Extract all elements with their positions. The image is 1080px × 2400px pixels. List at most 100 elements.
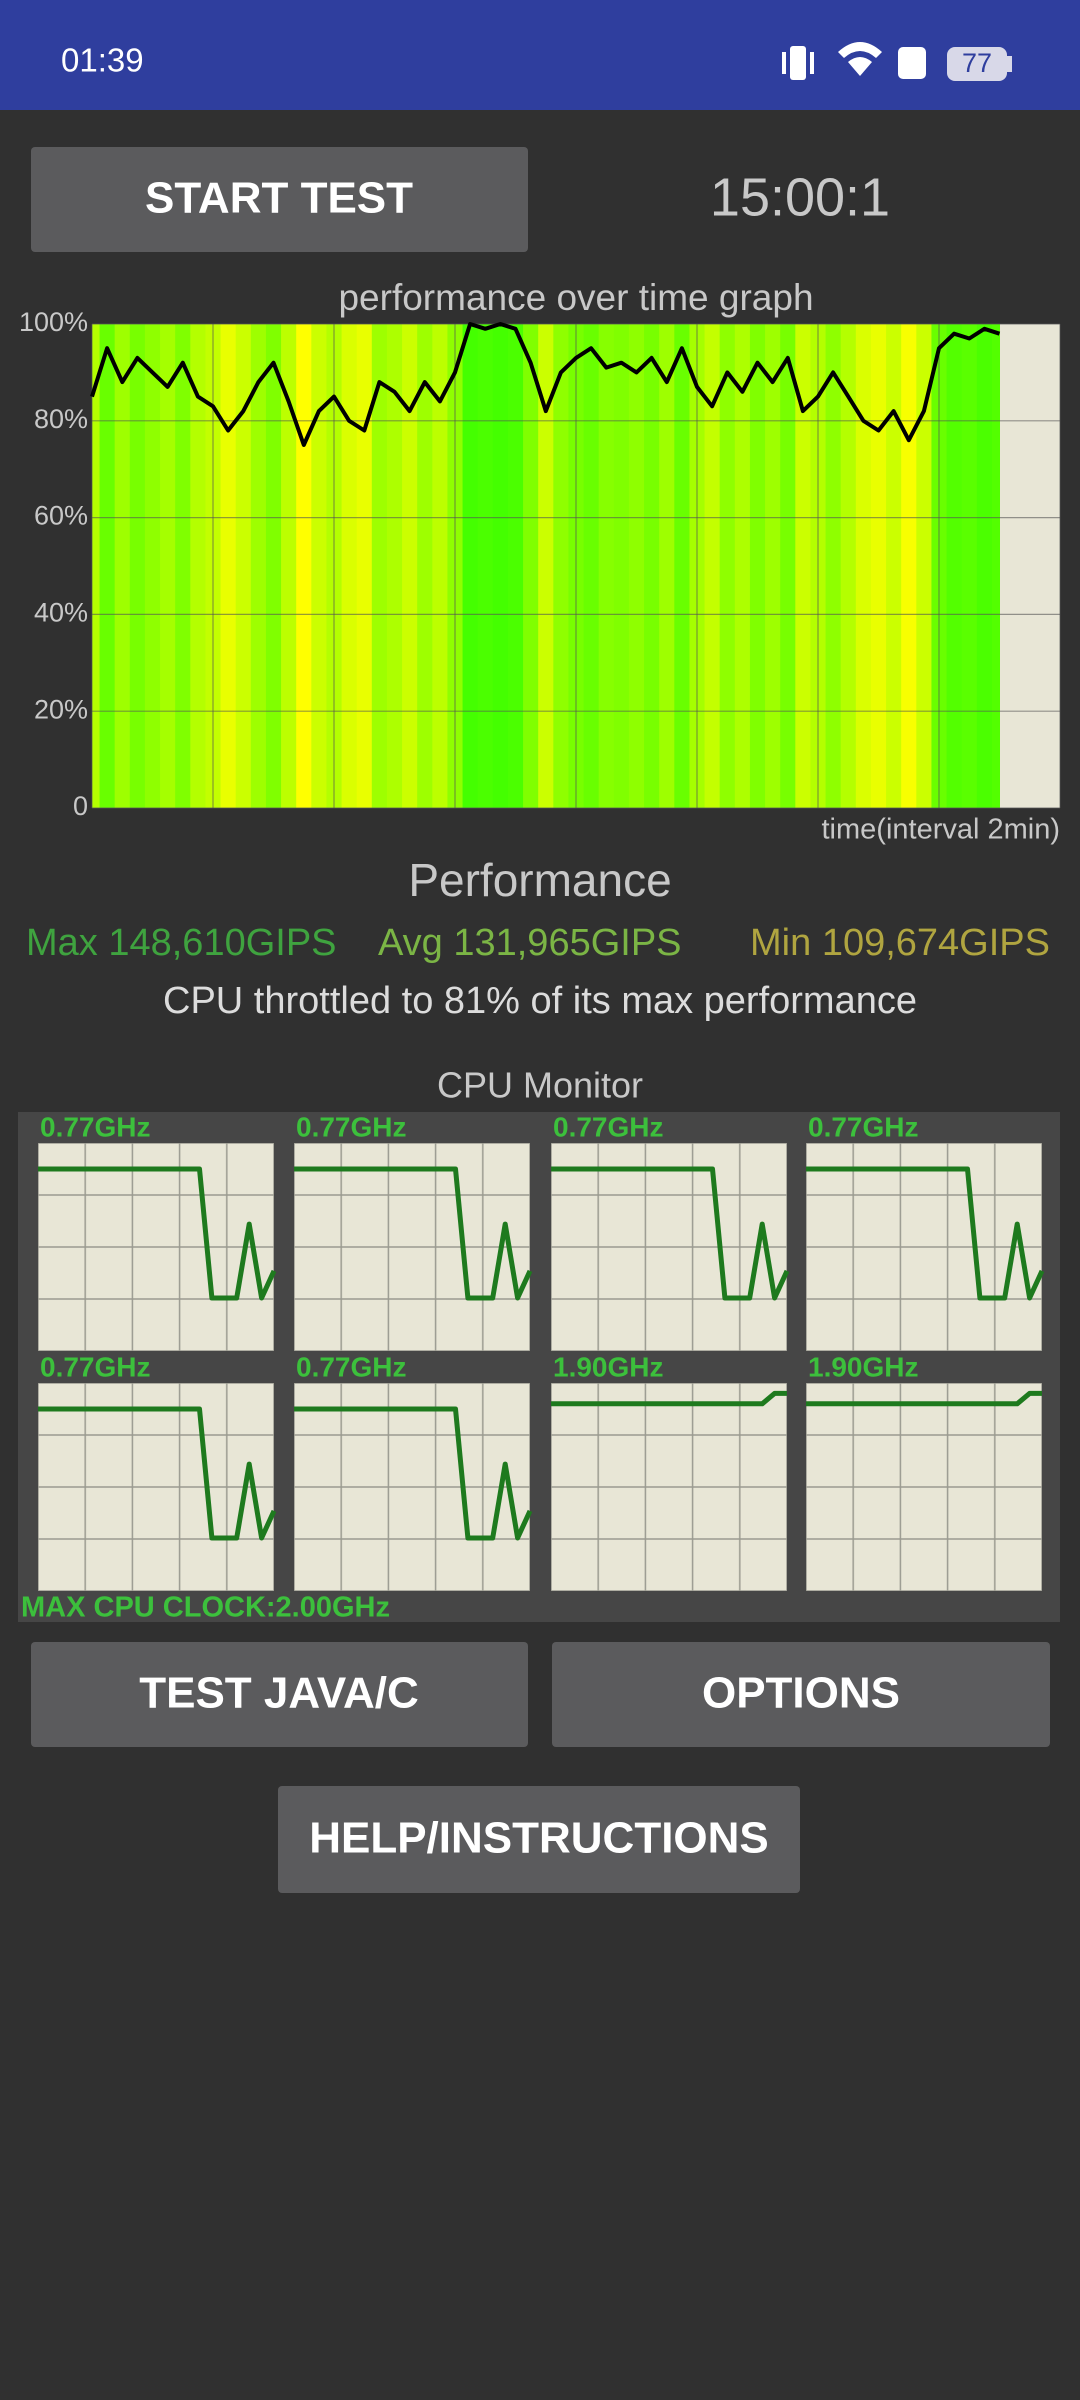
perf-stripe: [250, 324, 267, 808]
core-line: [806, 1166, 1045, 1301]
perf-stripe: [583, 324, 600, 808]
x-axis-label: time(interval 2min): [822, 814, 1061, 846]
min-perf: Min 109,674GIPS: [750, 922, 1050, 964]
core-freq-label: 0.77GHz: [553, 1111, 664, 1142]
core-line: [38, 1406, 277, 1541]
status-time: 01:39: [61, 42, 144, 79]
perf-stripe: [734, 324, 751, 808]
perf-stripe: [160, 324, 176, 808]
options-button[interactable]: [552, 1642, 1050, 1747]
perf-stripe: [613, 324, 630, 808]
perf-stripe: [281, 324, 297, 808]
perf-line: [90, 322, 1001, 447]
perf-stripe: [644, 324, 660, 808]
perf-stripe: [220, 324, 237, 808]
core-line: [551, 1390, 787, 1407]
perf-stripe: [477, 324, 494, 808]
perf-stripe: [659, 324, 675, 808]
test-java-button[interactable]: [31, 1642, 528, 1747]
perf-stripe: [765, 324, 781, 808]
perf-stripe: [432, 324, 448, 808]
perf-stripe: [296, 324, 312, 808]
core-line: [38, 1166, 277, 1301]
perf-stripe: [92, 324, 101, 808]
core-freq-label: 0.77GHz: [40, 1351, 151, 1382]
y-tick-label: 0: [73, 791, 88, 821]
perf-stripe: [628, 324, 645, 808]
perf-stripe: [901, 324, 917, 808]
start-test-label: START TEST: [145, 174, 413, 223]
perf-stripe: [795, 324, 811, 808]
perf-stripe: [129, 324, 146, 808]
perf-stripe: [946, 324, 963, 808]
perf-stripe: [371, 324, 388, 808]
help-button[interactable]: [278, 1786, 800, 1893]
battery-icon: [947, 47, 1007, 81]
wifi-icon: [838, 42, 882, 76]
y-tick-label: 40%: [34, 598, 88, 628]
perf-stripe: [674, 324, 690, 808]
core-grid: [551, 1383, 787, 1591]
core-line: [806, 1390, 1042, 1407]
perf-stripe: [99, 324, 116, 808]
timer: 15:00:1: [710, 167, 890, 227]
battery-level: 77: [962, 48, 992, 78]
start-test-button[interactable]: [31, 147, 528, 252]
y-tick-label: 80%: [34, 404, 88, 434]
core-grid: [38, 1143, 274, 1351]
throttle-text: CPU throttled to 81% of its max performa…: [163, 980, 917, 1022]
perf-stripe: [749, 324, 766, 808]
core-freq-label: 0.77GHz: [296, 1111, 407, 1142]
core-grid: [806, 1383, 1042, 1591]
max-cpu-clock: MAX CPU CLOCK:2.00GHz: [21, 1592, 390, 1624]
perf-stripe: [265, 324, 282, 808]
perf-stripe: [870, 324, 887, 808]
perf-stripe: [916, 324, 932, 808]
perf-stripe: [402, 324, 418, 808]
cpu-monitor-title: CPU Monitor: [437, 1065, 643, 1106]
core-freq-label: 1.90GHz: [553, 1351, 664, 1382]
perf-stripe: [507, 324, 524, 808]
perf-stripe: [417, 324, 433, 808]
test-java-label: TEST JAVA/C: [139, 1669, 419, 1718]
perf-stripe: [976, 324, 993, 808]
perf-stripe: [991, 324, 1000, 808]
core-line: [294, 1406, 533, 1541]
vibrate-icon: [782, 46, 814, 80]
core-line: [551, 1166, 790, 1301]
perf-stripe: [855, 324, 872, 808]
y-tick-label: 100%: [19, 307, 88, 337]
perf-stripe: [825, 324, 842, 808]
core-grid: [551, 1143, 787, 1351]
perf-stripe: [538, 324, 554, 808]
core-line: [294, 1166, 533, 1301]
core-grid: [294, 1143, 530, 1351]
perf-stripe: [386, 324, 403, 808]
sim-icon: [898, 47, 926, 79]
perf-stripe: [235, 324, 252, 808]
core-freq-label: 0.77GHz: [296, 1351, 407, 1382]
perf-stripe: [704, 324, 721, 808]
battery-tip: [1007, 56, 1012, 72]
core-freq-label: 0.77GHz: [808, 1111, 919, 1142]
perf-stripe: [719, 324, 736, 808]
perf-stripe: [114, 324, 131, 808]
perf-stripe: [341, 324, 358, 808]
y-tick-label: 20%: [34, 694, 88, 724]
perf-stripe: [492, 324, 509, 808]
core-grid: [806, 1143, 1042, 1351]
perf-stripe: [190, 324, 206, 808]
perf-stripe: [144, 324, 161, 808]
perf-stripe: [462, 324, 479, 808]
perf-stripe: [780, 324, 796, 808]
help-label: HELP/INSTRUCTIONS: [309, 1814, 769, 1863]
perf-stripe: [356, 324, 373, 808]
performance-title: Performance: [408, 854, 671, 906]
perf-stripe: [175, 324, 191, 808]
perf-stripe: [886, 324, 902, 808]
y-tick-label: 60%: [34, 501, 88, 531]
core-grid: [38, 1383, 274, 1591]
perf-stripe: [523, 324, 539, 808]
